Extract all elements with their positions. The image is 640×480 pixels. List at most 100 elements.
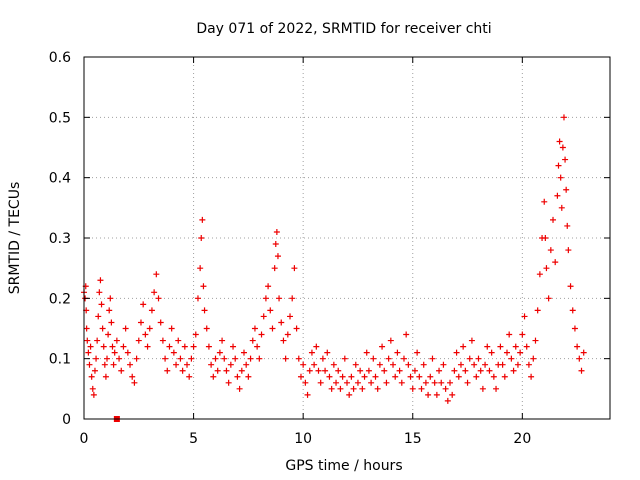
data-point: [374, 385, 381, 392]
data-point: [131, 379, 138, 386]
data-point: [354, 379, 361, 386]
data-point: [418, 385, 425, 392]
data-point: [192, 331, 199, 338]
data-point: [532, 337, 539, 344]
data-point: [482, 361, 489, 368]
data-point: [153, 271, 160, 278]
data-point: [108, 319, 115, 326]
data-point: [563, 186, 570, 193]
y-tick-label: 0.6: [49, 50, 71, 66]
data-point: [447, 379, 454, 386]
data-point: [127, 361, 134, 368]
data-point: [477, 367, 484, 374]
data-point: [357, 367, 364, 374]
data-point: [359, 385, 366, 392]
data-point: [118, 367, 125, 374]
data-point: [109, 343, 116, 350]
data-point: [363, 349, 370, 356]
data-points: [81, 114, 587, 422]
axis-ticks: [83, 56, 610, 420]
data-point: [100, 343, 107, 350]
data-point: [462, 367, 469, 374]
data-point: [297, 373, 304, 380]
data-point: [104, 355, 111, 362]
data-point: [414, 349, 421, 356]
data-point: [247, 355, 254, 362]
data-point: [348, 373, 355, 380]
data-point: [337, 385, 344, 392]
data-point: [403, 331, 410, 338]
data-point: [365, 367, 372, 374]
data-point: [547, 247, 554, 254]
data-point: [262, 295, 269, 302]
data-point: [276, 295, 283, 302]
data-point: [422, 379, 429, 386]
data-point: [201, 307, 208, 314]
data-point: [330, 361, 337, 368]
data-point: [451, 367, 458, 374]
data-point: [556, 138, 563, 145]
data-point: [302, 379, 309, 386]
data-point: [175, 337, 182, 344]
data-point: [550, 216, 557, 223]
data-point: [396, 367, 403, 374]
data-point: [170, 349, 177, 356]
data-point: [528, 373, 535, 380]
data-point: [98, 301, 105, 308]
data-point: [111, 349, 118, 356]
data-point: [101, 361, 108, 368]
data-point: [110, 361, 117, 368]
data-point: [254, 343, 261, 350]
data-point: [315, 367, 322, 374]
data-point: [571, 325, 578, 332]
data-point: [245, 373, 252, 380]
data-point: [208, 361, 215, 368]
data-point: [199, 216, 206, 223]
data-point: [113, 337, 120, 344]
data-point: [517, 349, 524, 356]
data-point: [94, 337, 101, 344]
data-point: [400, 355, 407, 362]
data-point: [97, 277, 104, 284]
data-point: [238, 367, 245, 374]
data-point: [102, 373, 109, 380]
x-tick-label: 20: [513, 431, 531, 447]
data-point: [499, 361, 506, 368]
x-tick-label: 10: [294, 431, 312, 447]
data-point: [322, 367, 329, 374]
y-axis-title: SRMTID / TECUs: [7, 182, 23, 295]
data-point: [512, 343, 519, 350]
data-point: [284, 331, 291, 338]
data-point: [179, 367, 186, 374]
data-point: [460, 343, 467, 350]
data-point: [148, 307, 155, 314]
data-point: [381, 367, 388, 374]
data-point: [398, 379, 405, 386]
data-point: [525, 361, 532, 368]
y-tick-label: 0: [62, 412, 71, 428]
data-point: [293, 325, 300, 332]
data-point: [282, 355, 289, 362]
data-point: [205, 343, 212, 350]
data-point: [93, 355, 100, 362]
data-point: [272, 241, 279, 248]
data-point: [473, 373, 480, 380]
data-point: [411, 367, 418, 374]
data-point: [497, 343, 504, 350]
data-point: [300, 361, 307, 368]
data-point: [278, 319, 285, 326]
data-point: [341, 355, 348, 362]
y-tick-label: 0.4: [49, 171, 71, 187]
grid-lines: [84, 57, 610, 419]
data-point: [137, 319, 144, 326]
data-point: [344, 379, 350, 386]
data-point: [471, 361, 478, 368]
x-tick-label: 0: [80, 431, 89, 447]
data-point: [508, 355, 515, 362]
data-point: [256, 355, 263, 362]
data-point: [157, 319, 164, 326]
data-point: [552, 259, 559, 266]
data-point: [223, 367, 230, 374]
data-point: [466, 355, 473, 362]
